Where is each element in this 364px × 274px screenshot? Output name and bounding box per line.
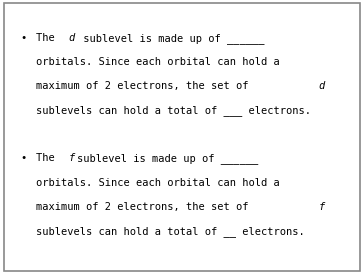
Text: orbitals. Since each orbital can hold a: orbitals. Since each orbital can hold a bbox=[36, 57, 280, 67]
Text: The: The bbox=[36, 33, 62, 43]
Text: sublevels can hold a total of __ electrons.: sublevels can hold a total of __ electro… bbox=[36, 226, 305, 237]
Text: •: • bbox=[20, 33, 26, 43]
Text: maximum of 2 electrons, the set of: maximum of 2 electrons, the set of bbox=[36, 81, 255, 91]
Text: maximum of 2 electrons, the set of: maximum of 2 electrons, the set of bbox=[36, 202, 255, 212]
Text: d: d bbox=[318, 81, 325, 91]
Text: orbitals. Since each orbital can hold a: orbitals. Since each orbital can hold a bbox=[36, 178, 280, 187]
Text: d: d bbox=[69, 33, 75, 43]
Text: •: • bbox=[20, 153, 26, 163]
Text: f: f bbox=[69, 153, 75, 163]
Text: f: f bbox=[318, 202, 325, 212]
Text: sublevels can hold a total of ___ electrons.: sublevels can hold a total of ___ electr… bbox=[36, 105, 311, 116]
Text: The: The bbox=[36, 153, 62, 163]
Text: sublevel is made up of ______: sublevel is made up of ______ bbox=[77, 153, 258, 164]
Text: sublevel is made up of ______: sublevel is made up of ______ bbox=[77, 33, 264, 44]
